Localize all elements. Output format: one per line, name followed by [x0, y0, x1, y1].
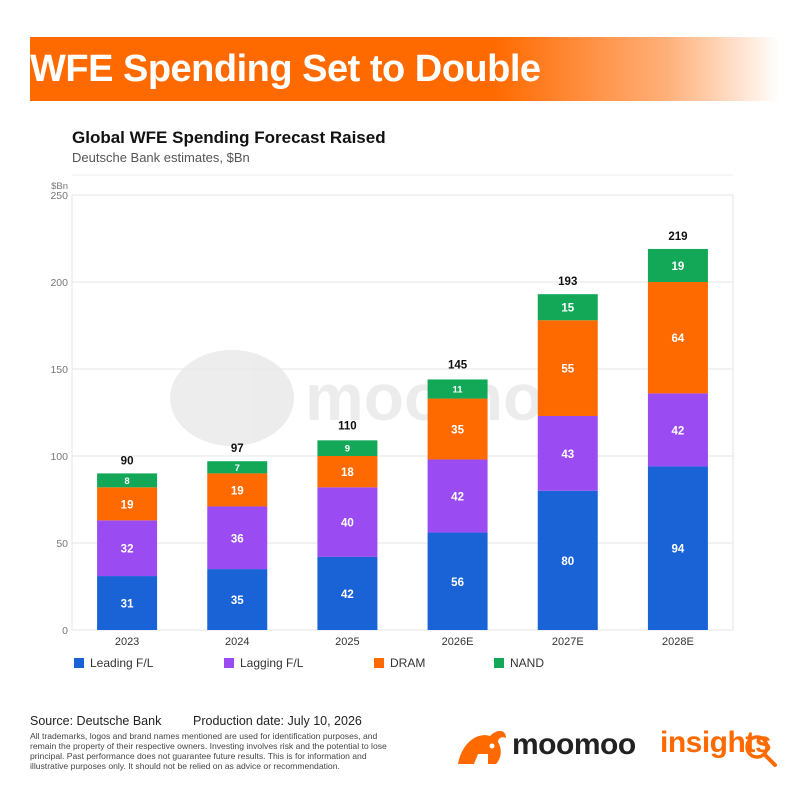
segment-value-label: 42	[341, 589, 354, 601]
segment-value-label: 42	[451, 492, 464, 504]
legend-label: Leading F/L	[90, 656, 154, 670]
bar-segment	[97, 487, 158, 521]
bar-segment	[537, 490, 598, 630]
legend-label: NAND	[510, 656, 545, 670]
bar-segment	[97, 473, 158, 488]
segment-value-label: 19	[121, 499, 134, 511]
y-tick-label: 200	[50, 277, 68, 289]
segment-value-label: 32	[121, 544, 134, 556]
source-note: Source: Deutsche Bank	[30, 714, 162, 728]
bar-segment	[207, 569, 268, 630]
bar-segment	[207, 473, 268, 507]
segment-value-label: 94	[672, 544, 685, 556]
segment-value-label: 8	[124, 476, 129, 487]
brand-name: moomoo	[512, 728, 636, 761]
bar-segment	[647, 248, 708, 282]
segment-value-label: 9	[345, 444, 350, 455]
segment-value-label: 15	[561, 303, 574, 315]
chart-subtitle: Deutsche Bank estimates, $Bn	[72, 150, 250, 165]
bar-segment	[97, 520, 158, 577]
legend-item: Leading F/L	[74, 656, 153, 670]
y-tick-label: 0	[62, 625, 68, 637]
bar-segment	[647, 282, 708, 394]
segment-value-label: 19	[672, 261, 685, 273]
total-value-label: 145	[448, 360, 468, 372]
segment-value-label: 18	[341, 467, 354, 479]
legend-swatch	[494, 657, 504, 668]
total-value-label: 193	[558, 276, 577, 288]
x-tick-label: 2028E	[662, 636, 694, 648]
magnifier-icon	[745, 735, 777, 767]
y-tick-label: 150	[50, 364, 68, 376]
x-tick-label: 2025	[335, 636, 359, 648]
bar-segment	[427, 459, 488, 533]
stacked-bar-chart: moomoo 313219890353619797424018911056423…	[50, 174, 734, 648]
bar-segment	[97, 576, 158, 630]
x-tick-label: 2024	[225, 636, 249, 648]
legend-item: DRAM	[374, 656, 425, 670]
segment-value-label: 40	[341, 518, 354, 530]
legend-label: DRAM	[390, 656, 426, 670]
y-tick-label: 100	[50, 451, 68, 463]
bar-segment	[317, 556, 378, 630]
segment-value-label: 36	[231, 533, 244, 545]
total-value-label: 90	[121, 455, 134, 467]
y-axis-label: $Bn	[51, 181, 68, 192]
bar-segment	[317, 456, 378, 488]
chart-legend: Leading F/L Lagging F/L DRAM NAND	[0, 656, 810, 676]
segment-value-label: 31	[121, 599, 134, 611]
segment-value-label: 43	[561, 449, 574, 461]
bar-segment	[207, 461, 268, 474]
disclaimer-text: All trademarks, logos and brand names me…	[30, 731, 387, 771]
legend-swatch	[374, 657, 384, 668]
segment-value-label: 19	[231, 485, 244, 497]
legend-swatch	[224, 657, 234, 668]
y-tick-label: 50	[56, 538, 68, 550]
x-tick-label: 2023	[115, 636, 139, 648]
x-tick-label: 2026E	[442, 636, 474, 648]
bar-segment	[537, 415, 598, 491]
bar-segment	[427, 398, 488, 460]
x-tick-label: 2027E	[552, 636, 584, 648]
bar-segment	[317, 487, 378, 557]
segment-value-label: 35	[451, 425, 464, 437]
legend-swatch	[74, 657, 84, 668]
segment-value-label: 55	[561, 364, 574, 376]
legend-item: Lagging F/L	[224, 656, 303, 670]
segment-value-label: 11	[453, 385, 464, 396]
total-value-label: 110	[338, 421, 357, 433]
segment-value-label: 42	[672, 425, 685, 437]
bar-segment	[647, 466, 708, 630]
total-value-label: 219	[668, 231, 687, 243]
segment-value-label: 35	[231, 595, 244, 607]
production-date: Production date: July 10, 2026	[193, 714, 362, 728]
chart-title: Global WFE Spending Forecast Raised	[72, 128, 386, 147]
bar-segment	[647, 393, 708, 467]
bar-segment	[427, 532, 488, 630]
legend-item: NAND	[494, 656, 544, 670]
bull-logo-icon	[458, 730, 506, 764]
bar-segment	[537, 294, 598, 321]
segment-value-label: 64	[672, 333, 685, 345]
bar-segment	[427, 379, 488, 399]
brand-suffix: insights	[660, 726, 772, 759]
segment-value-label: 7	[235, 463, 240, 474]
total-value-label: 97	[231, 443, 244, 455]
brand-logo: moomoo insights	[452, 718, 782, 768]
banner-title: WFE Spending Set to Double	[30, 48, 541, 90]
y-tick-label: 250	[50, 190, 68, 202]
legend-label: Lagging F/L	[240, 656, 304, 670]
segment-value-label: 80	[561, 556, 574, 568]
moomoo-watermark: moomoo	[170, 350, 584, 446]
bar-segment	[537, 320, 598, 416]
title-banner: WFE Spending Set to Double	[30, 37, 780, 101]
bar-segment	[317, 440, 378, 456]
bar-segment	[207, 506, 268, 570]
segment-value-label: 56	[451, 577, 464, 589]
